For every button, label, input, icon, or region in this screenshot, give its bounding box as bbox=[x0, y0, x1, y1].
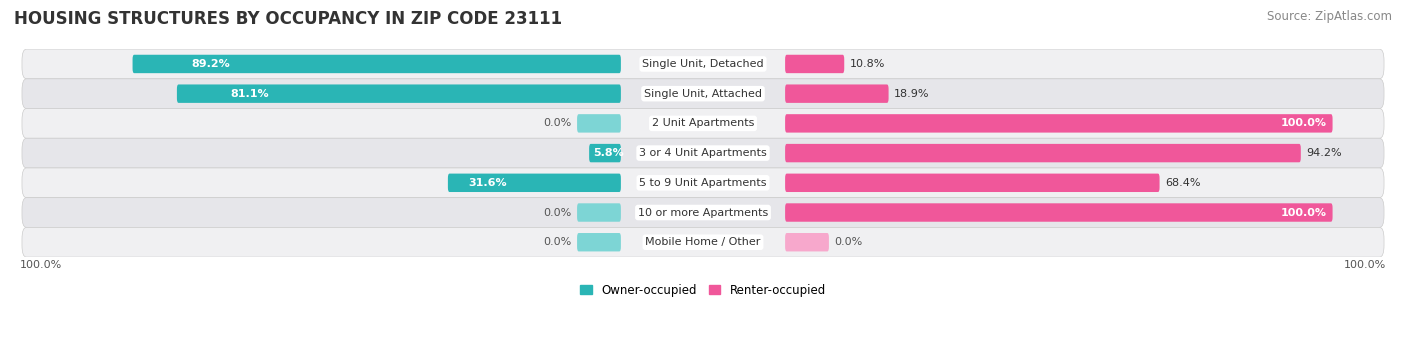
Text: HOUSING STRUCTURES BY OCCUPANCY IN ZIP CODE 23111: HOUSING STRUCTURES BY OCCUPANCY IN ZIP C… bbox=[14, 10, 562, 28]
Text: Mobile Home / Other: Mobile Home / Other bbox=[645, 237, 761, 247]
FancyBboxPatch shape bbox=[785, 203, 1333, 222]
Text: 100.0%: 100.0% bbox=[1281, 208, 1327, 218]
FancyBboxPatch shape bbox=[22, 227, 1384, 257]
Text: Single Unit, Detached: Single Unit, Detached bbox=[643, 59, 763, 69]
FancyBboxPatch shape bbox=[22, 49, 1384, 79]
FancyBboxPatch shape bbox=[785, 144, 1301, 162]
FancyBboxPatch shape bbox=[785, 174, 1160, 192]
Text: 3 or 4 Unit Apartments: 3 or 4 Unit Apartments bbox=[640, 148, 766, 158]
Text: 94.2%: 94.2% bbox=[1306, 148, 1341, 158]
Text: 10.8%: 10.8% bbox=[849, 59, 886, 69]
FancyBboxPatch shape bbox=[22, 198, 1384, 227]
Text: 68.4%: 68.4% bbox=[1166, 178, 1201, 188]
FancyBboxPatch shape bbox=[177, 85, 621, 103]
Text: 100.0%: 100.0% bbox=[1281, 118, 1327, 128]
FancyBboxPatch shape bbox=[132, 55, 621, 73]
FancyBboxPatch shape bbox=[589, 144, 621, 162]
Text: 31.6%: 31.6% bbox=[468, 178, 508, 188]
Text: 0.0%: 0.0% bbox=[543, 208, 572, 218]
Text: 81.1%: 81.1% bbox=[231, 89, 269, 99]
Text: Single Unit, Attached: Single Unit, Attached bbox=[644, 89, 762, 99]
Text: 5 to 9 Unit Apartments: 5 to 9 Unit Apartments bbox=[640, 178, 766, 188]
FancyBboxPatch shape bbox=[576, 203, 621, 222]
Text: 0.0%: 0.0% bbox=[543, 118, 572, 128]
Text: Source: ZipAtlas.com: Source: ZipAtlas.com bbox=[1267, 10, 1392, 23]
Text: 2 Unit Apartments: 2 Unit Apartments bbox=[652, 118, 754, 128]
Text: 0.0%: 0.0% bbox=[834, 237, 863, 247]
FancyBboxPatch shape bbox=[22, 79, 1384, 108]
FancyBboxPatch shape bbox=[22, 138, 1384, 168]
FancyBboxPatch shape bbox=[22, 108, 1384, 138]
FancyBboxPatch shape bbox=[576, 114, 621, 133]
FancyBboxPatch shape bbox=[785, 85, 889, 103]
FancyBboxPatch shape bbox=[22, 168, 1384, 198]
Text: 18.9%: 18.9% bbox=[894, 89, 929, 99]
Text: 10 or more Apartments: 10 or more Apartments bbox=[638, 208, 768, 218]
Text: 5.8%: 5.8% bbox=[593, 148, 624, 158]
FancyBboxPatch shape bbox=[449, 174, 621, 192]
Legend: Owner-occupied, Renter-occupied: Owner-occupied, Renter-occupied bbox=[579, 284, 827, 297]
FancyBboxPatch shape bbox=[785, 55, 844, 73]
Text: 0.0%: 0.0% bbox=[543, 237, 572, 247]
FancyBboxPatch shape bbox=[785, 114, 1333, 133]
Text: 89.2%: 89.2% bbox=[191, 59, 231, 69]
FancyBboxPatch shape bbox=[785, 233, 830, 251]
FancyBboxPatch shape bbox=[576, 233, 621, 251]
